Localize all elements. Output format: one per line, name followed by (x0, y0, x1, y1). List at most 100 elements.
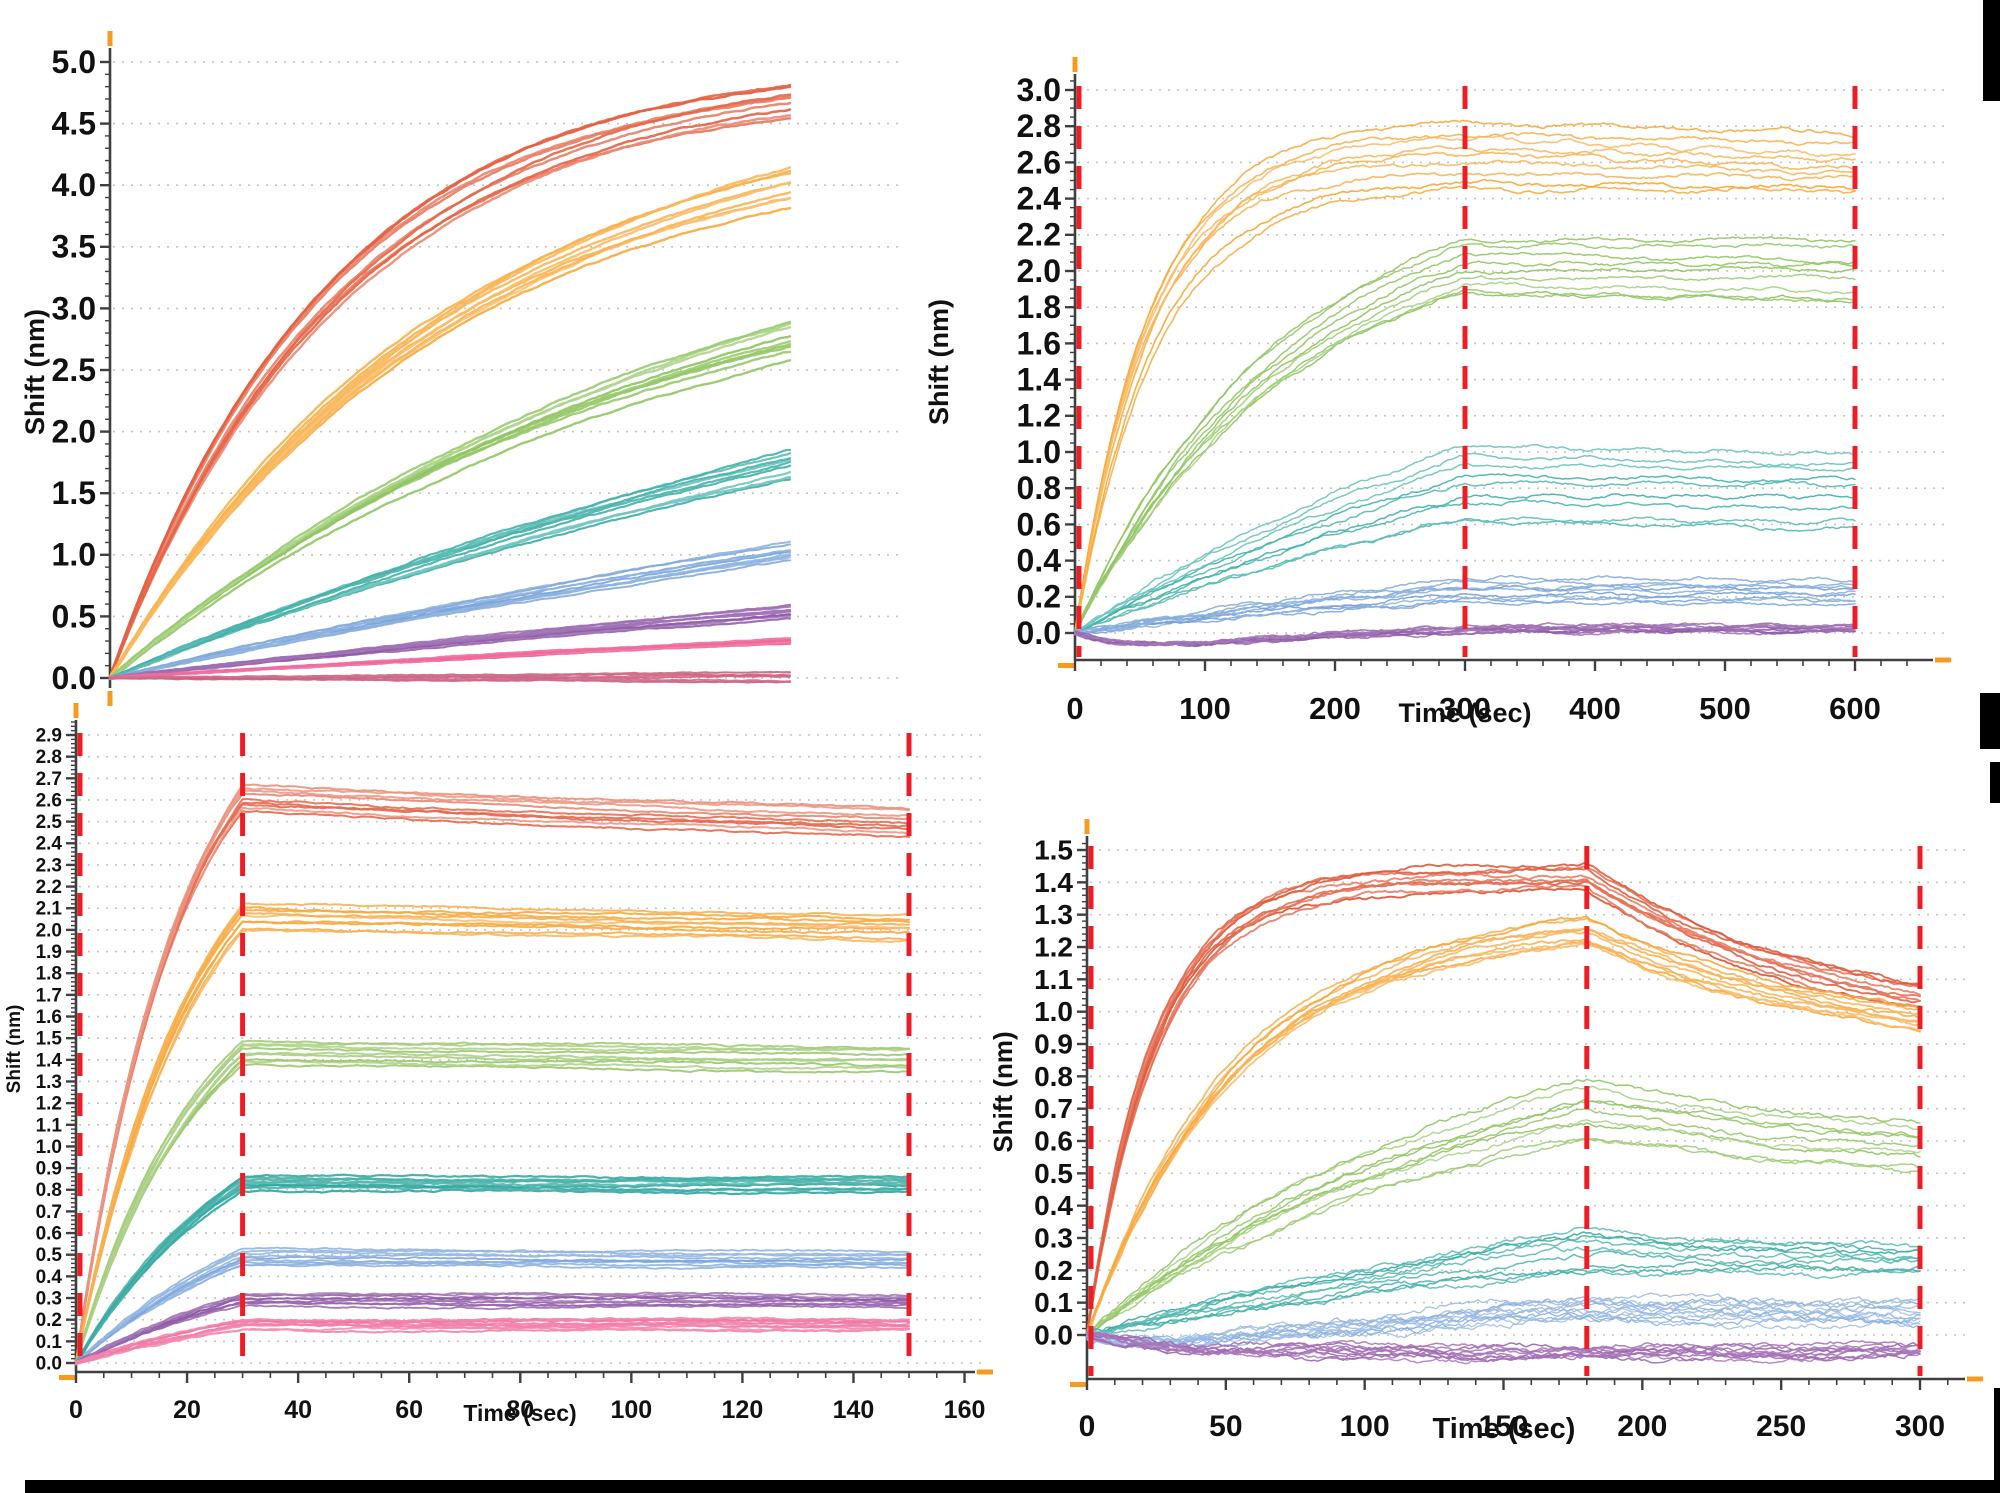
trace-green (108, 320, 792, 679)
x-tick-label: 200 (1617, 1410, 1667, 1443)
panel-bottom-left: 0.00.10.20.30.40.50.60.70.80.91.01.11.21… (4, 703, 993, 1426)
trace-teal (1086, 1246, 1921, 1335)
y-tick-label: 1.4 (36, 1050, 63, 1071)
panel-bottom-right: 0.00.10.20.30.40.50.60.70.80.91.01.11.21… (988, 819, 1983, 1445)
y-tick-label: 0.4 (36, 1267, 63, 1288)
y-tick-label: 2.8 (36, 747, 62, 768)
series-pink (75, 1316, 910, 1365)
y-tick-label: 2.5 (36, 812, 63, 833)
y-tick-label: 2.9 (36, 725, 62, 746)
series-green (1086, 1078, 1921, 1339)
trace-blue (1086, 1299, 1921, 1349)
series-dark-pink (109, 671, 791, 684)
trace-orange (75, 920, 910, 1364)
y-tick-label: 0.4 (1034, 1190, 1073, 1221)
y-tick-label: 1.5 (36, 1029, 63, 1050)
trace-orange (75, 928, 910, 1364)
trace-red (108, 85, 792, 679)
trace-green (1086, 1099, 1921, 1338)
x-tick-label: 150 (1478, 1410, 1528, 1443)
y-tick-label: 0.0 (52, 660, 96, 696)
trace-red (75, 783, 910, 1365)
x-tick-label: 120 (722, 1396, 764, 1424)
trace-green (108, 359, 792, 680)
trace-red (108, 93, 792, 679)
series-orange (75, 902, 910, 1366)
trace-blue (1086, 1296, 1921, 1344)
trace-green (1086, 1078, 1921, 1335)
trace-red (1086, 878, 1921, 1334)
trace-orange (1086, 938, 1921, 1335)
trace-teal (1086, 1268, 1921, 1335)
y-tick-label: 1.2 (1034, 932, 1073, 963)
axis-cap (1058, 663, 1076, 668)
y-tick-label: 1.0 (52, 537, 96, 573)
trace-blue (1074, 600, 1856, 633)
series-pink (108, 637, 792, 680)
y-tick-label: 0.0 (36, 1353, 62, 1374)
axis-cap (1967, 1376, 1983, 1382)
x-tick-label: 250 (1756, 1410, 1806, 1443)
trace-orange (1074, 159, 1856, 636)
y-tick-label: 0.5 (52, 598, 96, 634)
y-tick-label: 5.0 (52, 44, 96, 80)
x-tick-label: 140 (833, 1396, 875, 1424)
trace-purple (75, 1301, 910, 1364)
x-tick-label: 40 (284, 1396, 312, 1424)
y-tick-label: 0.8 (1017, 470, 1061, 506)
trace-blue (1086, 1292, 1921, 1349)
y-tick-label: 0.6 (36, 1224, 62, 1245)
x-tick-label: 100 (1179, 691, 1231, 726)
y-tick-label: 0.5 (36, 1245, 63, 1266)
trace-red (1086, 862, 1921, 1337)
y-tick-label: 0.7 (36, 1202, 62, 1223)
series-purple (108, 603, 792, 680)
trace-red (1086, 884, 1921, 1338)
y-tick-label: 2.1 (36, 899, 63, 920)
series-teal (108, 448, 792, 680)
series-red (108, 83, 792, 680)
y-tick-label: 0.8 (1034, 1061, 1073, 1092)
y-tick-label: 0.0 (1034, 1320, 1073, 1351)
series-orange (108, 166, 792, 680)
y-tick-label: 1.6 (1017, 325, 1061, 361)
trace-red (1086, 887, 1921, 1338)
trace-purple (1086, 1332, 1921, 1354)
y-axis-label: Shift (nm) (924, 299, 954, 425)
y-tick-label: 2.2 (1017, 217, 1061, 253)
y-tick-label: 2.6 (1017, 144, 1061, 180)
trace-green (1086, 1136, 1921, 1337)
trace-red (75, 789, 910, 1363)
y-axis-label: Shift (nm) (988, 1031, 1018, 1152)
trace-blue (75, 1246, 910, 1364)
y-tick-label: 0.9 (36, 1159, 62, 1180)
y-axis-label: Shift (nm) (4, 1005, 25, 1094)
x-tick-label: 100 (610, 1396, 652, 1424)
trace-green (75, 1058, 910, 1364)
y-tick-label: 2.0 (36, 920, 62, 941)
series-orange (1086, 915, 1921, 1338)
y-tick-label: 0.3 (36, 1288, 62, 1309)
y-tick-label: 0.3 (1034, 1223, 1073, 1254)
y-tick-label: 0.5 (1034, 1158, 1073, 1189)
series-red (75, 783, 910, 1366)
axis-cap (59, 1375, 77, 1380)
trace-purple (75, 1299, 910, 1365)
trace-red (1086, 878, 1921, 1338)
series-green (75, 1039, 910, 1366)
trace-green (75, 1051, 910, 1366)
redaction-block (1990, 762, 2000, 803)
trace-purple (75, 1296, 910, 1363)
series-purple (1086, 1330, 1921, 1365)
panel-top-right: 0.00.20.40.60.81.01.21.41.61.82.02.22.42… (924, 57, 1951, 728)
y-tick-label: 2.7 (36, 769, 62, 790)
trace-green (1074, 265, 1856, 633)
trace-orange (1086, 943, 1921, 1334)
x-axis-label: Time (sec) (1398, 698, 1531, 728)
y-tick-label: 2.5 (52, 352, 96, 388)
y-tick-label: 1.0 (1017, 434, 1061, 470)
series-purple (75, 1291, 910, 1365)
y-tick-label: 4.5 (52, 105, 96, 141)
